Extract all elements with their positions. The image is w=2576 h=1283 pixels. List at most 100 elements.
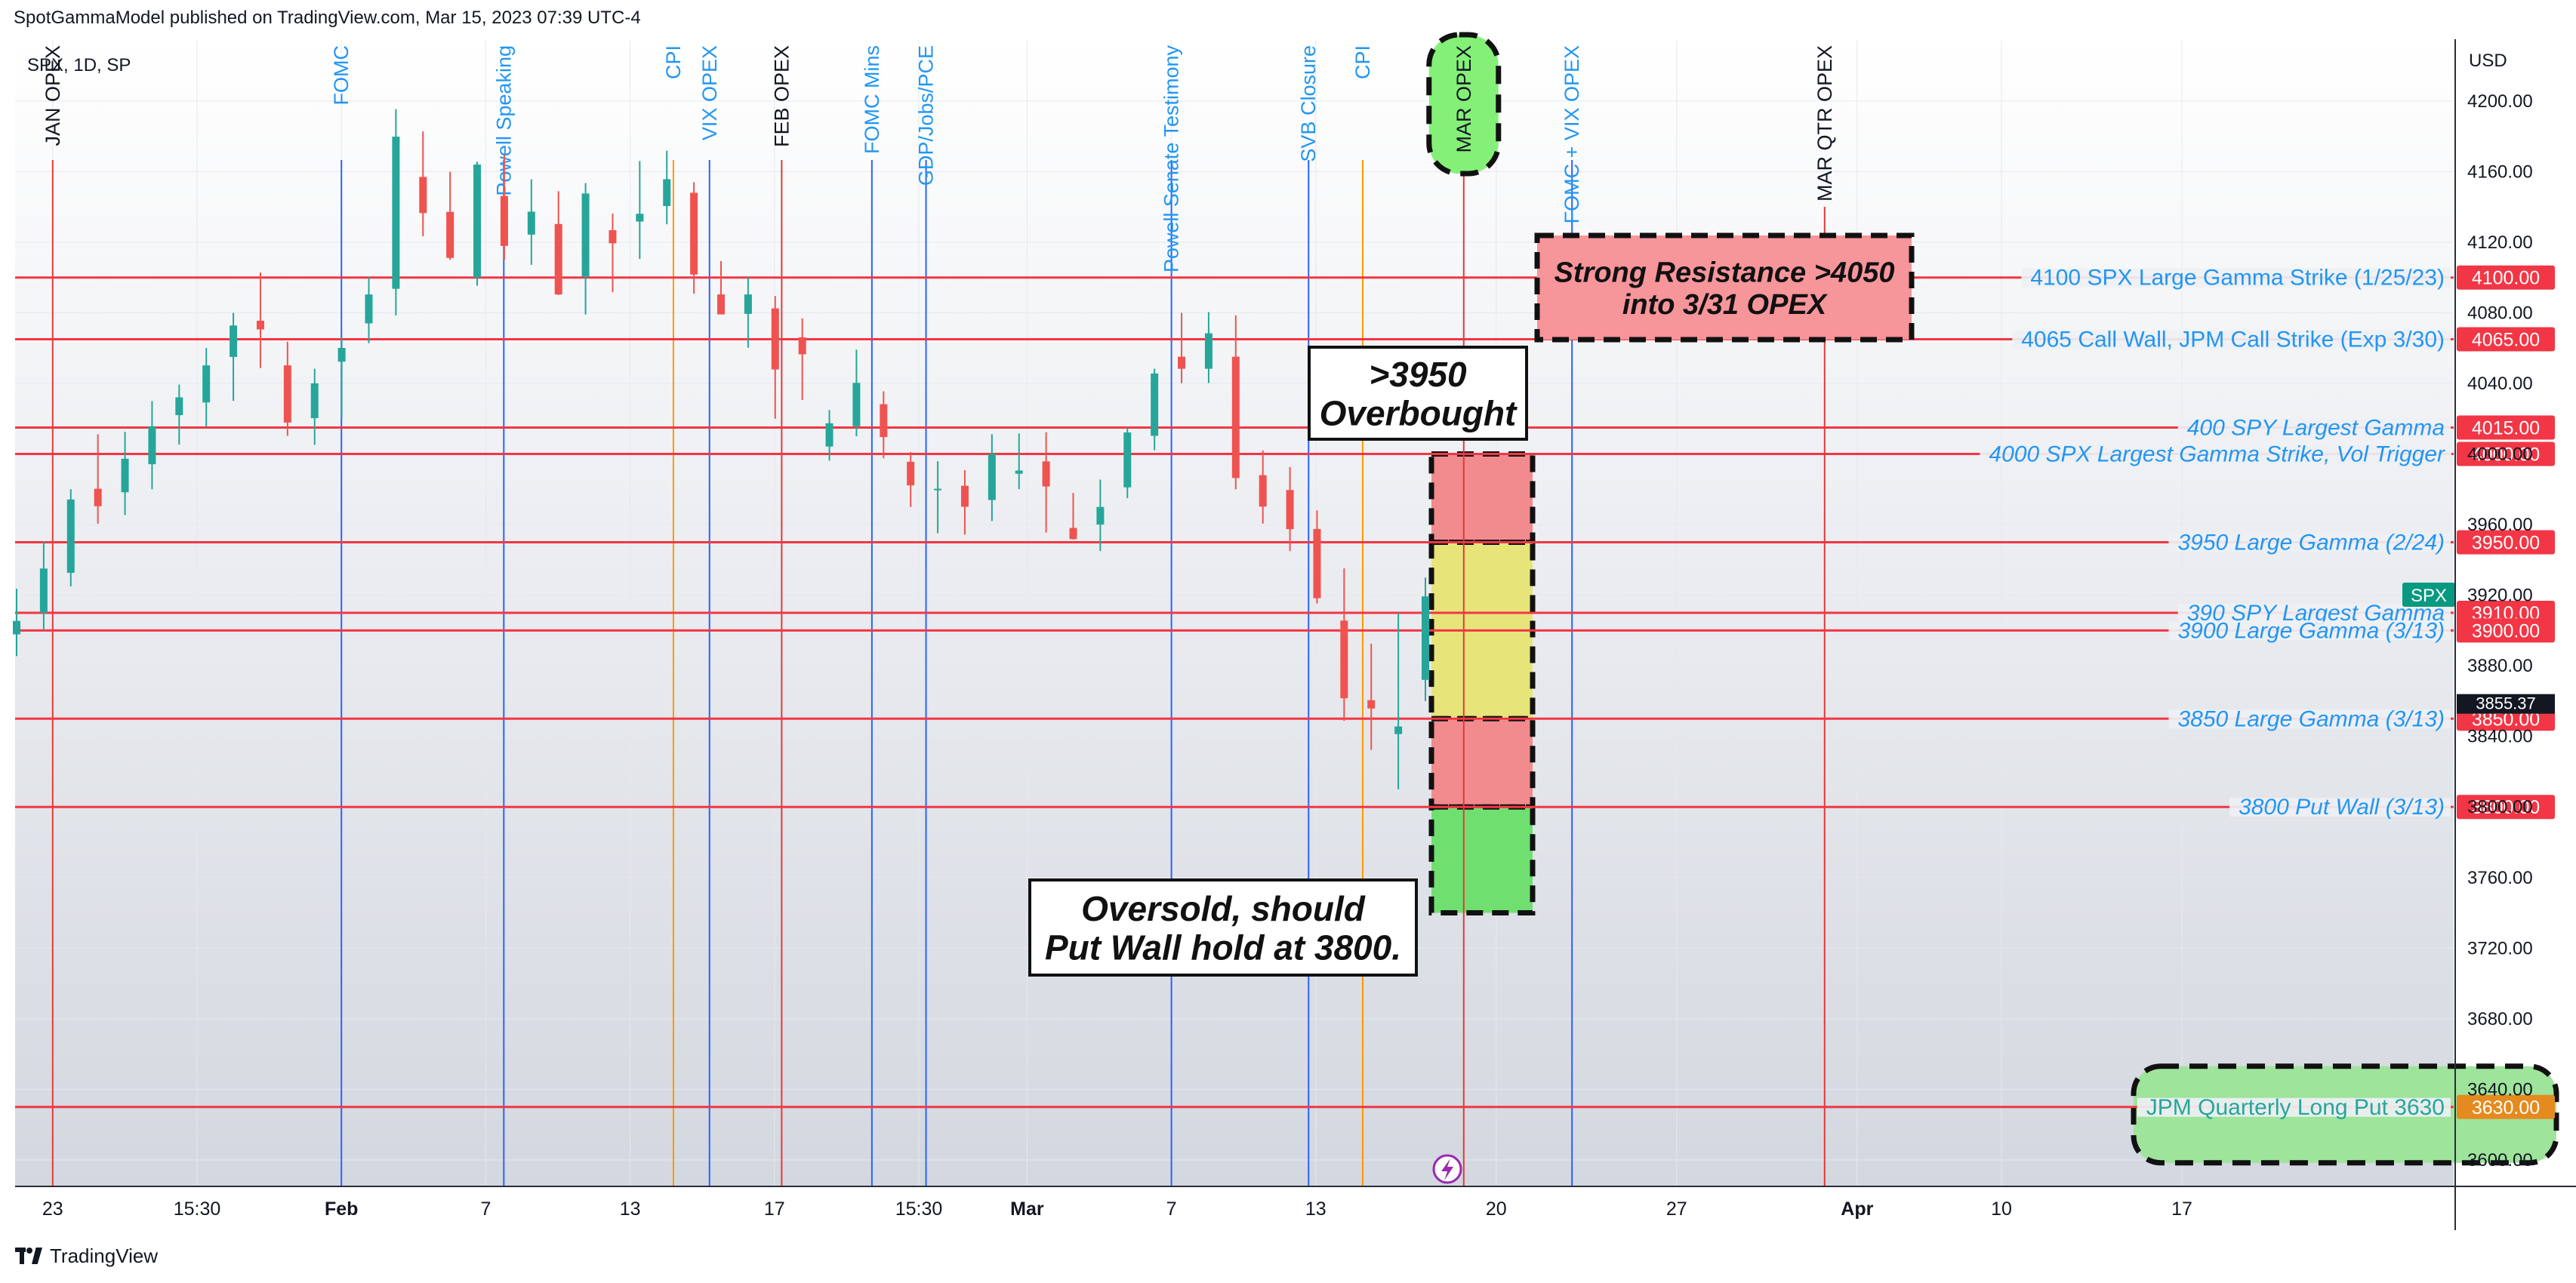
candle-body <box>744 294 752 314</box>
level-price-tag-text: 3630.00 <box>2472 1097 2540 1118</box>
candle-body <box>66 499 75 573</box>
y-tick-label: 3640.00 <box>2467 1079 2533 1100</box>
x-tick-label: 15:30 <box>174 1198 221 1220</box>
level-price-tag <box>2457 327 2555 352</box>
y-tick-label: 3800.00 <box>2467 797 2533 817</box>
candle-body <box>202 365 211 403</box>
price-zone-box <box>1428 804 1536 916</box>
candle-body <box>337 347 346 362</box>
y-tick-label: 3600.00 <box>2467 1150 2533 1171</box>
event-label: FEB OPEX <box>770 45 793 147</box>
price-zone-box <box>1428 715 1536 810</box>
publisher-note: SpotGammaModel published on TradingView.… <box>14 8 641 28</box>
candle-body <box>175 397 183 416</box>
annotation-text: >3950 <box>1369 355 1467 394</box>
candle-body <box>636 214 644 222</box>
zone-layer <box>1428 451 1536 916</box>
y-tick-label: 3680.00 <box>2467 1009 2533 1029</box>
candle-body <box>554 223 562 295</box>
x-tick-label: 13 <box>1305 1198 1327 1220</box>
y-tick-label: 3840.00 <box>2467 727 2533 747</box>
candle-body <box>283 365 291 423</box>
level-label-bg <box>2168 533 2451 552</box>
tradingview-logo-icon <box>15 1248 42 1264</box>
event-label: MAR OPEX <box>1453 45 1475 153</box>
lightning-icon[interactable] <box>1432 1154 1462 1184</box>
candle-body <box>1042 461 1050 487</box>
candle-body <box>446 211 454 258</box>
candle-body <box>880 404 888 438</box>
level-label: 4065 Call Wall, JPM Call Strike (Exp 3/3… <box>2021 328 2445 352</box>
event-label: JAN OPEX <box>42 45 64 146</box>
event-label: FOMC Mins <box>861 45 883 154</box>
annotation-text: Strong Resistance >4050 <box>1555 257 1895 288</box>
annotation-text: Oversold, should <box>1081 889 1366 928</box>
event-label: CPI <box>662 45 685 79</box>
candle-body <box>581 193 590 277</box>
time-axis[interactable]: 23 15:30 Feb 7 13 17 15:30 Mar 7 13 20 27 Apr 10 17 <box>42 1198 2192 1220</box>
last-price-tag-text: 3855.37 <box>2476 694 2536 713</box>
footer-brand[interactable]: TradingView <box>15 1241 158 1271</box>
x-tick-label: 17 <box>2171 1198 2192 1220</box>
candle-body <box>365 294 373 324</box>
event-label: SVB Closure <box>1297 45 1320 162</box>
x-tick-label: 23 <box>42 1198 63 1220</box>
x-tick-label: 10 <box>1991 1198 2012 1220</box>
candle-body <box>960 485 969 507</box>
candle-body <box>1231 356 1240 478</box>
x-tick-label: 7 <box>480 1198 491 1220</box>
candle-body <box>13 620 20 635</box>
level-label-bg <box>2021 268 2451 288</box>
x-tick-label: 15:30 <box>895 1198 943 1220</box>
x-tick-label: 13 <box>620 1198 641 1220</box>
x-tick-label: 20 <box>1486 1198 1507 1220</box>
y-tick-label: 4200.00 <box>2467 91 2533 112</box>
event-label: FOMC + VIX OPEX <box>1561 45 1583 223</box>
candle-body <box>1259 475 1267 507</box>
event-label: FOMC <box>330 45 353 105</box>
level-price-tag <box>2457 442 2555 466</box>
y-tick-label: 3960.00 <box>2467 515 2533 535</box>
x-tick-label: 27 <box>1666 1198 1687 1220</box>
level-label: 3900 Large Gamma (3/13) <box>2177 618 2445 643</box>
level-price-tag <box>2457 795 2555 820</box>
price-axis[interactable]: 3600.00 3640.00 3680.00 3720.00 3760.00 3800.… <box>2467 91 2533 1171</box>
y-tick-label: 3920.00 <box>2467 586 2533 606</box>
y-tick-label: 4040.00 <box>2467 374 2533 394</box>
level-price-tag-text: 3900.00 <box>2472 620 2540 642</box>
level-label-bg <box>2168 709 2451 729</box>
candle-body <box>1394 726 1403 734</box>
y-tick-label: 3880.00 <box>2467 656 2533 676</box>
level-price-tag <box>2457 530 2555 555</box>
candle-body <box>230 325 238 357</box>
candle-body <box>1015 470 1023 474</box>
y-tick-label: 3760.00 <box>2467 868 2533 888</box>
vertical-event-layer: JAN OPEX FOMC Powell Speaking CPI VIX OPEX FE… <box>42 32 1836 1186</box>
y-tick-label: 4080.00 <box>2467 303 2533 323</box>
x-tick-label: 17 <box>764 1198 785 1220</box>
candle-body <box>907 461 915 486</box>
candle-body <box>1286 490 1294 530</box>
level-label: 3950 Large Gamma (2/24) <box>2177 530 2445 555</box>
candle-body <box>771 308 779 370</box>
candle-body <box>310 383 319 419</box>
candle-body <box>1151 373 1159 436</box>
level-label: 4000 SPX Largest Gamma Strike, Vol Trigg… <box>1989 442 2445 467</box>
y-tick-label: 4120.00 <box>2467 232 2533 253</box>
candle-body <box>1204 333 1213 369</box>
level-label-bg <box>2177 604 2451 623</box>
level-price-tag-text: 4000.00 <box>2472 445 2540 466</box>
candle-body <box>39 568 48 613</box>
candle-body <box>94 488 102 506</box>
level-label-bg <box>2177 418 2451 438</box>
candle-body <box>1123 432 1132 488</box>
candle-body <box>663 179 671 206</box>
footer-brand-label: TradingView <box>50 1244 159 1267</box>
level-label-bg <box>2137 1097 2451 1117</box>
candle-body <box>473 165 482 278</box>
level-price-tag <box>2457 1094 2555 1119</box>
y-tick-label: 4160.00 <box>2467 162 2533 182</box>
annotation-text: Put Wall hold at 3800. <box>1045 928 1401 967</box>
